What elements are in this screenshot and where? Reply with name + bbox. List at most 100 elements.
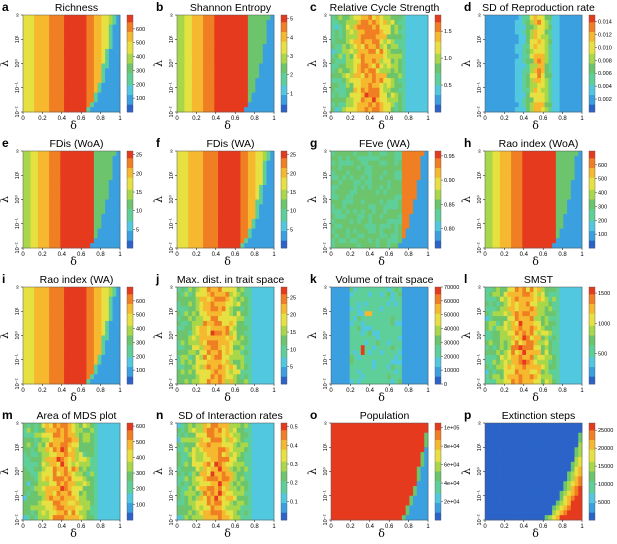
- heatmap-cell: [184, 350, 189, 356]
- heatmap-cell: [82, 311, 87, 317]
- heatmap-cell: [78, 44, 84, 50]
- heatmap-cell: [75, 92, 80, 98]
- heatmap-cell: [195, 151, 200, 157]
- heatmap-cell: [49, 39, 54, 45]
- heatmap-cell: [236, 29, 241, 35]
- heatmap-cell: [229, 58, 234, 64]
- heatmap-cell: [23, 223, 28, 229]
- heatmap-cell: [199, 170, 204, 176]
- heatmap-cell: [41, 107, 46, 113]
- heatmap-cell: [108, 175, 113, 181]
- heatmap-cell: [177, 184, 182, 191]
- heatmap-cell: [496, 218, 501, 225]
- heatmap-cell: [537, 189, 542, 196]
- heatmap-cell: [338, 243, 343, 249]
- heatmap-cell: [105, 350, 110, 356]
- heatmap-cell: [45, 316, 50, 322]
- heatmap-cell: [492, 218, 497, 225]
- heatmap-cell: [64, 287, 69, 293]
- heatmap-cell: [37, 374, 43, 380]
- heatmap-cell: [349, 63, 354, 69]
- heatmap-cell: [97, 63, 102, 69]
- heatmap-cell: [529, 165, 534, 171]
- heatmap-cell: [71, 78, 76, 84]
- heatmap-cell: [75, 155, 80, 162]
- heatmap-cell: [548, 180, 553, 186]
- heatmap-cell: [97, 175, 102, 181]
- heatmap-cell: [555, 233, 561, 239]
- heatmap-cell: [409, 48, 414, 55]
- heatmap-cell: [30, 48, 35, 55]
- heatmap-cell: [375, 63, 380, 69]
- heatmap-cell: [537, 48, 542, 55]
- heatmap-cell: [544, 58, 549, 64]
- heatmap-cell: [206, 73, 211, 79]
- heatmap-cell: [386, 228, 392, 234]
- heatmap-cell: [360, 107, 365, 113]
- heatmap-cell: [511, 209, 516, 215]
- heatmap-cell: [101, 180, 106, 186]
- heatmap-cell: [259, 97, 264, 103]
- heatmap-cell: [37, 325, 43, 332]
- heatmap-cell: [97, 82, 102, 89]
- heatmap-cell: [90, 58, 95, 64]
- heatmap-cell: [101, 97, 106, 103]
- heatmap-cell: [390, 233, 395, 239]
- heatmap-cell: [372, 19, 377, 26]
- heatmap-cell: [184, 48, 189, 55]
- heatmap-cell: [49, 204, 54, 210]
- x-tick-label: 0.4: [520, 116, 529, 122]
- heatmap-cell: [64, 73, 69, 79]
- heatmap-cell: [214, 233, 219, 239]
- heatmap-cell: [229, 180, 234, 186]
- heatmap-cell: [255, 189, 260, 196]
- heatmap-cell: [364, 165, 369, 171]
- heatmap-cell: [210, 53, 215, 60]
- heatmap-cell: [101, 102, 106, 108]
- heatmap-cell: [401, 68, 407, 74]
- heatmap-cell: [485, 223, 490, 229]
- heatmap-cell: [368, 228, 373, 234]
- heatmap-cell: [195, 180, 200, 186]
- panel-i: i Rao index (WA) 0 0.2 0.4 0.6 0.8 1 δ 10⁻² 10⁻¹ 10…: [0, 272, 154, 408]
- heatmap-cell: [424, 34, 429, 40]
- heatmap-cell: [60, 34, 65, 40]
- heatmap-cell: [67, 287, 72, 293]
- heatmap-cell: [180, 29, 185, 35]
- heatmap-cell: [221, 73, 226, 79]
- heatmap-cell: [334, 58, 339, 64]
- heatmap-cell: [334, 189, 339, 196]
- heatmap-cell: [368, 102, 373, 108]
- x-tick-label: 0.6: [231, 252, 240, 258]
- heatmap-cell: [552, 92, 557, 98]
- heatmap-cell: [559, 87, 564, 93]
- colorbar-tick-label: 400: [136, 327, 145, 333]
- heatmap-cell: [345, 151, 351, 157]
- panel-h: h Rao index (WoA) 0 0.2 0.4 0.6 0.8 1 δ 10⁻² 10⁻¹ 1…: [460, 136, 616, 272]
- heatmap-cell: [229, 82, 234, 89]
- heatmap-cell: [93, 19, 99, 26]
- heatmap-cell: [537, 165, 542, 171]
- heatmap-cell: [206, 228, 211, 234]
- heatmap-cell: [195, 68, 200, 74]
- heatmap-cell: [236, 223, 241, 229]
- heatmap-cell: [544, 199, 549, 205]
- heatmap-cell: [26, 325, 31, 332]
- heatmap-cell: [101, 78, 106, 84]
- heatmap-cell: [413, 97, 418, 103]
- heatmap-cell: [488, 189, 493, 196]
- heatmap-cell: [30, 34, 35, 40]
- heatmap-cell: [563, 228, 568, 234]
- heatmap-cell: [552, 68, 557, 74]
- heatmap-cell: [37, 354, 43, 361]
- heatmap-cell: [116, 223, 121, 229]
- heatmap-cell: [529, 39, 534, 45]
- heatmap-cell: [518, 97, 523, 103]
- heatmap-cell: [262, 73, 267, 79]
- heatmap-cell: [390, 68, 395, 74]
- heatmap-cell: [563, 165, 568, 171]
- heatmap-cell: [101, 306, 106, 312]
- heatmap-cell: [56, 107, 61, 113]
- heatmap-cell: [67, 194, 72, 200]
- heatmap-cell: [552, 107, 557, 113]
